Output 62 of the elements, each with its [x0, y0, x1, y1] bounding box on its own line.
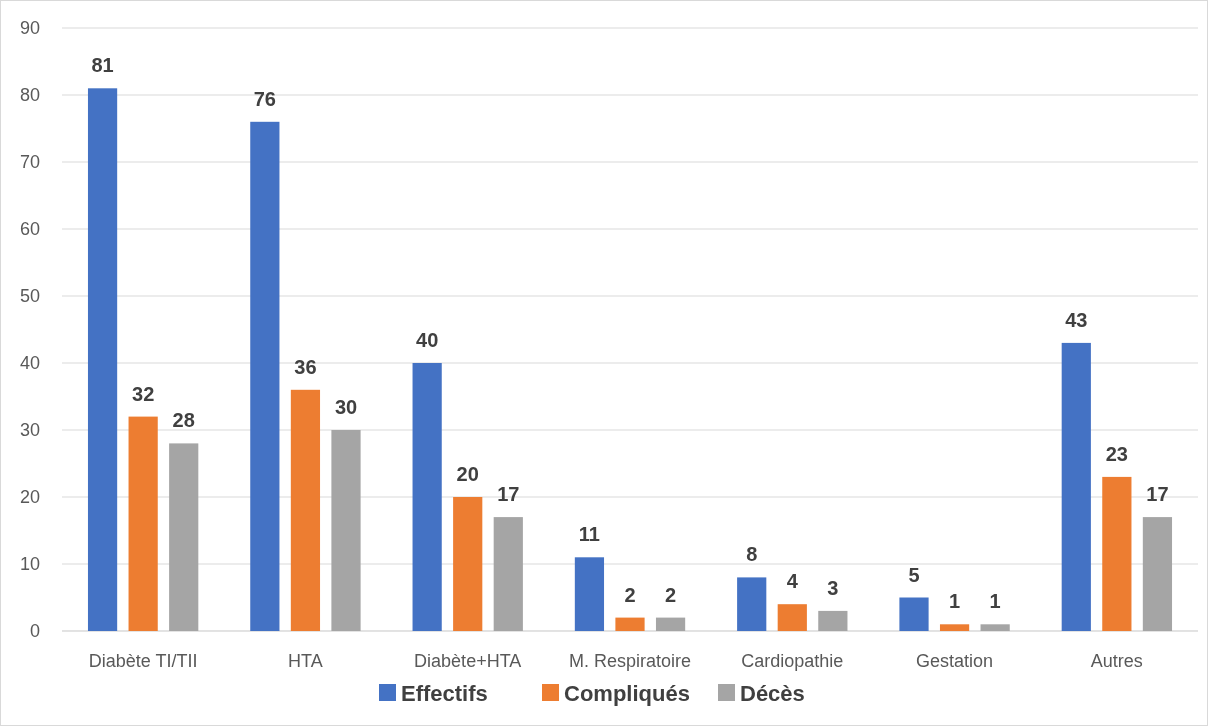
data-label: 43	[1065, 308, 1088, 331]
data-label: 11	[578, 523, 601, 546]
data-label: 36	[294, 355, 317, 378]
legend-label: Compliqués	[564, 680, 690, 706]
data-label: 20	[456, 463, 479, 485]
data-label: 17	[1146, 483, 1169, 506]
bar	[87, 88, 118, 631]
data-label: 2	[665, 583, 677, 606]
bar	[128, 416, 158, 631]
y-tick-label: 60	[19, 219, 40, 240]
bar	[655, 617, 686, 631]
x-tick-label: Cardiopathie	[741, 651, 844, 671]
bar	[574, 557, 605, 631]
legend-label: Effectifs	[401, 680, 488, 706]
data-label: 1	[949, 590, 961, 613]
x-tick-label: HTA	[288, 651, 323, 671]
data-label: 4	[786, 570, 799, 593]
y-tick-label: 40	[19, 353, 40, 374]
x-tick-label: Diabète+HTA	[414, 651, 522, 671]
data-label: 17	[497, 483, 520, 506]
bar	[331, 430, 361, 631]
data-label: 23	[1105, 442, 1128, 465]
bar	[899, 597, 929, 631]
bar	[493, 517, 523, 631]
data-label: 30	[334, 396, 358, 418]
bar	[1061, 342, 1091, 631]
bar	[250, 121, 280, 631]
data-label: 76	[253, 87, 276, 110]
bar	[412, 363, 442, 631]
data-label: 2	[624, 583, 636, 606]
bar	[818, 610, 848, 631]
bar	[980, 624, 1010, 631]
y-tick-label: 80	[19, 85, 40, 106]
x-tick-label: M. Respiratoire	[568, 651, 692, 671]
y-tick-label: 90	[19, 18, 40, 39]
bar	[1142, 517, 1173, 631]
data-label: 1	[989, 590, 1001, 613]
y-tick-label: 10	[19, 554, 40, 575]
bar	[1102, 476, 1132, 631]
y-tick-label: 30	[19, 420, 40, 441]
bar	[939, 624, 970, 631]
bar	[290, 389, 321, 631]
y-tick-label: 0	[29, 621, 40, 642]
bar	[737, 577, 767, 631]
bar	[777, 604, 807, 631]
bar	[453, 497, 483, 631]
data-label: 8	[746, 543, 758, 566]
legend-label: Décès	[740, 680, 805, 706]
data-label: 32	[132, 382, 155, 405]
data-label: 5	[908, 563, 920, 586]
data-label: 3	[827, 576, 839, 599]
bar	[169, 443, 199, 631]
bar	[615, 617, 645, 631]
y-tick-label: 50	[19, 286, 40, 307]
y-tick-label: 70	[19, 152, 40, 173]
x-tick-label: Diabète TI/TII	[88, 651, 198, 671]
data-label: 28	[172, 409, 195, 432]
x-tick-label: Autres	[1090, 651, 1143, 671]
data-label: 40	[416, 329, 439, 351]
x-tick-label: Gestation	[916, 651, 994, 671]
y-tick-label: 20	[19, 487, 40, 508]
data-label: 81	[91, 54, 114, 77]
